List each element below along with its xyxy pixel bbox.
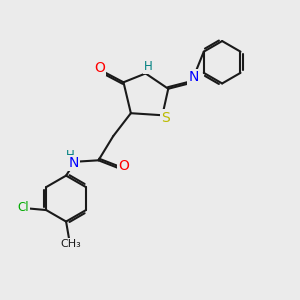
Text: O: O [94, 61, 105, 75]
Text: Cl: Cl [18, 201, 29, 214]
Text: H: H [66, 149, 75, 162]
Text: H: H [144, 61, 153, 74]
Text: S: S [161, 111, 170, 124]
Text: N: N [188, 70, 199, 84]
Text: N: N [68, 156, 79, 170]
Text: CH₃: CH₃ [60, 239, 81, 249]
Text: O: O [118, 159, 129, 173]
